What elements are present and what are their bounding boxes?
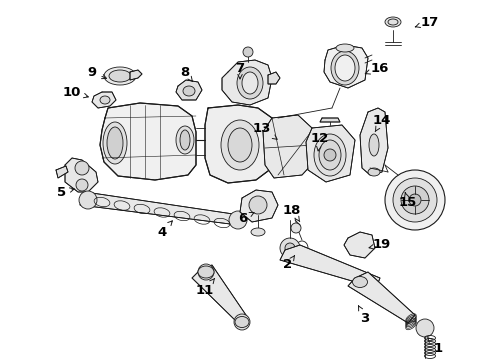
Text: 8: 8	[180, 66, 193, 81]
Text: 1: 1	[428, 338, 442, 355]
Circle shape	[401, 186, 429, 214]
Circle shape	[280, 238, 300, 258]
Polygon shape	[268, 72, 280, 84]
Ellipse shape	[336, 44, 354, 52]
Circle shape	[409, 194, 421, 206]
Ellipse shape	[319, 140, 341, 170]
Circle shape	[385, 170, 445, 230]
Polygon shape	[222, 60, 272, 105]
Polygon shape	[360, 108, 388, 175]
Text: 13: 13	[253, 122, 277, 139]
Ellipse shape	[331, 51, 359, 85]
Ellipse shape	[242, 72, 258, 94]
Circle shape	[249, 196, 267, 214]
Ellipse shape	[352, 276, 368, 288]
Circle shape	[324, 149, 336, 161]
Ellipse shape	[385, 17, 401, 27]
Ellipse shape	[251, 228, 265, 236]
Ellipse shape	[335, 55, 355, 81]
Text: 12: 12	[311, 131, 329, 151]
Circle shape	[234, 314, 250, 330]
Circle shape	[76, 179, 88, 191]
Polygon shape	[56, 166, 68, 178]
Polygon shape	[320, 118, 340, 122]
Polygon shape	[192, 265, 248, 325]
Ellipse shape	[107, 127, 123, 159]
Ellipse shape	[228, 128, 252, 162]
Ellipse shape	[104, 67, 136, 85]
Ellipse shape	[221, 120, 259, 170]
Text: 5: 5	[57, 185, 74, 198]
Text: 11: 11	[196, 279, 215, 297]
Polygon shape	[324, 45, 368, 88]
Polygon shape	[348, 272, 415, 323]
Polygon shape	[306, 125, 355, 182]
Circle shape	[243, 47, 253, 57]
Text: 18: 18	[283, 203, 301, 222]
Circle shape	[229, 211, 247, 229]
Text: 4: 4	[157, 221, 172, 238]
Polygon shape	[65, 158, 98, 192]
Ellipse shape	[109, 70, 131, 82]
Ellipse shape	[103, 122, 127, 164]
Polygon shape	[344, 232, 375, 258]
Ellipse shape	[314, 134, 346, 176]
Circle shape	[285, 243, 295, 253]
Circle shape	[291, 223, 301, 233]
Polygon shape	[205, 105, 276, 183]
Ellipse shape	[368, 168, 380, 176]
Polygon shape	[92, 92, 116, 108]
Polygon shape	[240, 190, 278, 222]
Ellipse shape	[176, 126, 194, 154]
Ellipse shape	[369, 134, 379, 156]
Text: 9: 9	[87, 66, 106, 78]
Polygon shape	[100, 103, 196, 180]
Text: 6: 6	[238, 211, 254, 225]
Polygon shape	[263, 115, 314, 178]
Text: 19: 19	[369, 238, 391, 252]
Ellipse shape	[180, 130, 190, 150]
Ellipse shape	[235, 316, 249, 328]
Circle shape	[79, 191, 97, 209]
Circle shape	[393, 178, 437, 222]
Ellipse shape	[183, 86, 195, 96]
Text: 17: 17	[416, 15, 439, 28]
Ellipse shape	[237, 67, 263, 99]
Polygon shape	[280, 245, 380, 288]
Polygon shape	[176, 80, 202, 100]
Polygon shape	[80, 193, 240, 225]
Polygon shape	[130, 70, 142, 80]
Ellipse shape	[100, 96, 110, 104]
Circle shape	[198, 264, 214, 280]
Circle shape	[416, 319, 434, 337]
Text: 10: 10	[63, 85, 88, 99]
Ellipse shape	[198, 266, 214, 278]
Text: 15: 15	[399, 193, 417, 208]
Text: 14: 14	[373, 113, 391, 132]
Text: 7: 7	[235, 62, 245, 79]
Text: 3: 3	[359, 306, 369, 324]
Text: 2: 2	[283, 256, 294, 271]
Text: 16: 16	[365, 62, 389, 75]
Circle shape	[75, 161, 89, 175]
